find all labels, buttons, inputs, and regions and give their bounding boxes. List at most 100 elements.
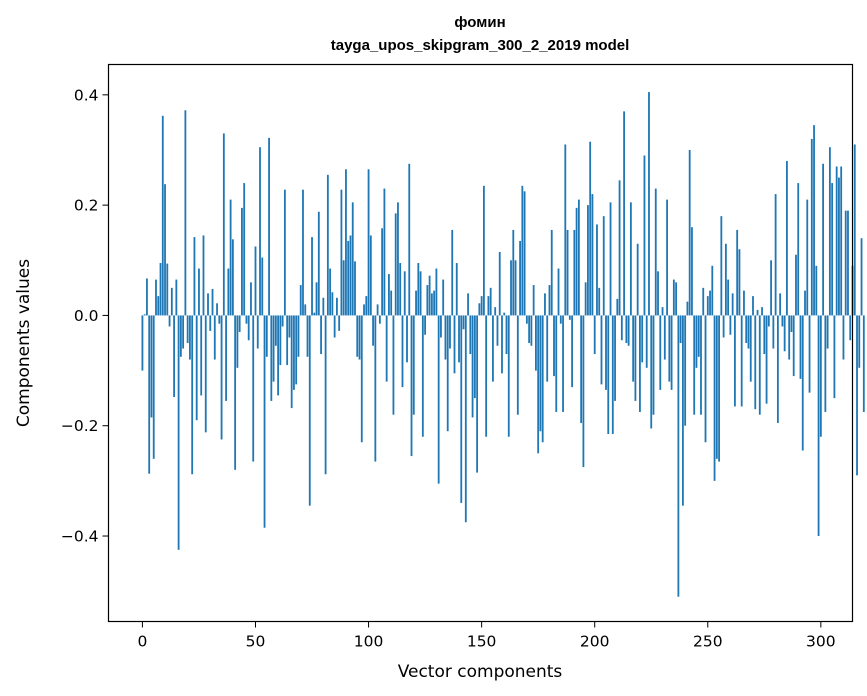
bar — [265, 315, 268, 357]
bar — [354, 261, 356, 316]
bar — [412, 315, 415, 415]
bar — [272, 315, 275, 382]
bar — [473, 315, 476, 399]
bar — [532, 285, 535, 316]
bar — [817, 315, 820, 537]
bar — [623, 111, 625, 316]
y-axis-ticks: −0.4 −0.2 0.0 0.2 0.4 — [61, 86, 109, 546]
bar — [584, 282, 587, 316]
bar — [480, 296, 483, 316]
bar — [514, 260, 517, 316]
x-tick-label: 250 — [693, 633, 723, 651]
bar — [568, 315, 571, 320]
bar — [225, 315, 227, 401]
bar — [186, 315, 189, 343]
bar — [675, 282, 678, 316]
bar — [383, 188, 386, 316]
bar — [808, 315, 811, 393]
bar — [783, 315, 786, 352]
bar — [213, 315, 216, 360]
bar — [767, 315, 770, 327]
bar — [835, 166, 838, 316]
bar — [819, 315, 822, 437]
bar — [634, 315, 637, 401]
bar — [516, 315, 519, 415]
bar — [304, 304, 307, 316]
bar — [455, 263, 458, 316]
bar — [801, 315, 804, 451]
bar — [421, 315, 424, 437]
bar — [501, 315, 503, 374]
bar — [740, 315, 743, 407]
bar — [525, 315, 528, 324]
bar — [593, 315, 596, 355]
bar — [503, 312, 506, 316]
bar — [152, 315, 155, 459]
bar — [376, 304, 379, 316]
bar — [564, 144, 567, 316]
x-tick-label: 200 — [580, 633, 610, 651]
bar — [596, 224, 598, 316]
bar — [444, 315, 447, 360]
bar — [243, 183, 246, 316]
bar — [763, 315, 766, 355]
bar — [369, 235, 372, 316]
bar — [512, 229, 515, 316]
y-tick-label: 0.0 — [74, 307, 99, 325]
bar — [177, 315, 180, 550]
bar — [374, 315, 377, 462]
chart-subtitle: tayga_upos_skipgram_300_2_2019 model — [331, 37, 630, 54]
bar — [666, 199, 668, 316]
bar — [392, 315, 395, 415]
bar — [573, 229, 576, 316]
bar — [779, 293, 782, 316]
bar — [270, 315, 273, 401]
bar — [828, 147, 831, 316]
bar — [401, 315, 404, 388]
bar — [582, 315, 585, 468]
bar — [641, 315, 644, 363]
bar — [367, 169, 370, 316]
bar — [250, 282, 252, 316]
bar — [813, 125, 815, 316]
bar — [175, 279, 178, 316]
bar — [281, 315, 284, 327]
bar — [838, 177, 840, 316]
bar — [749, 315, 752, 382]
bar — [706, 296, 709, 316]
bar — [553, 315, 555, 377]
x-tick-label: 0 — [137, 633, 147, 651]
bar — [326, 174, 329, 316]
bar — [148, 315, 151, 474]
bar — [259, 147, 261, 316]
bar — [519, 240, 521, 316]
bar — [815, 265, 818, 316]
bar — [650, 315, 653, 429]
y-tick-label: −0.4 — [61, 528, 99, 546]
bar — [464, 315, 467, 523]
bar — [166, 263, 169, 316]
bar — [562, 315, 564, 412]
bar — [657, 271, 659, 316]
bar — [433, 290, 436, 316]
bar — [810, 138, 813, 316]
x-tick-label: 300 — [806, 633, 836, 651]
bar — [659, 315, 662, 390]
bar — [648, 92, 650, 316]
bar — [591, 194, 594, 316]
bar — [616, 298, 619, 316]
bar — [668, 315, 671, 382]
bar — [437, 315, 440, 484]
bar — [632, 315, 635, 382]
bar — [467, 293, 469, 316]
bar — [643, 155, 646, 316]
bar — [492, 315, 494, 382]
bar — [498, 252, 501, 316]
bar — [639, 315, 641, 412]
bar — [679, 315, 682, 343]
bar — [306, 315, 309, 357]
bar — [507, 315, 510, 437]
bars-group — [141, 92, 865, 597]
